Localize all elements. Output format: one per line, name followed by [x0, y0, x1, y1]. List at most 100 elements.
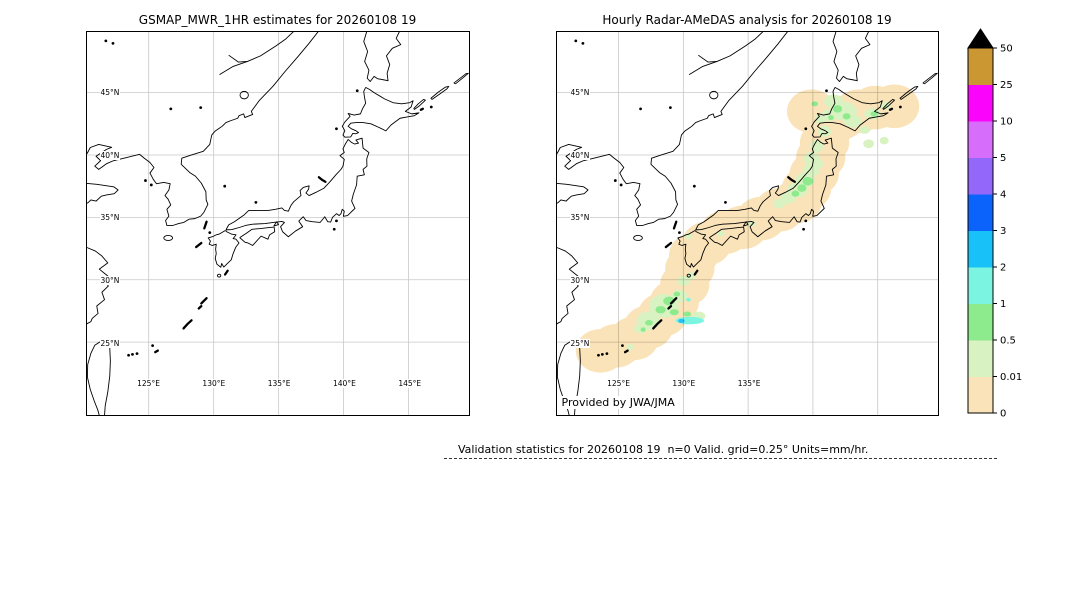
colorbar-segment	[968, 303, 993, 341]
coastline-amur_branch	[227, 54, 247, 63]
colorbar-canvas: 0 0.01 0.5 1 2 3 4 5 10 25 50	[967, 28, 1022, 420]
coastline-urup	[453, 72, 469, 85]
island-or-lake-outline	[632, 235, 643, 241]
island-dot	[803, 219, 807, 223]
precip-area-level_0p5_to_1	[654, 305, 666, 314]
island-dot	[168, 107, 172, 111]
precip-area-level_0p01_to_0p5	[812, 158, 823, 169]
coastline-iturup	[899, 85, 918, 100]
colorbar-segment	[968, 376, 993, 414]
coastline-awaji	[272, 221, 279, 227]
precip-area-level_0p01_to_0p5	[817, 125, 831, 137]
colorbar-tick-label: 0	[1000, 409, 1006, 420]
island-dot	[692, 184, 696, 188]
lat-tick-label: 30°N	[569, 276, 591, 286]
lon-tick-label: 130°E	[201, 379, 227, 388]
radar-amedas-map-panel: 45°N 40°N 35°N 30°N 25°N 125°E 130°E 135°E Provi…	[555, 31, 939, 416]
coastline-kyushu	[676, 230, 709, 268]
graticule-gridlines	[86, 32, 469, 415]
coastline-continent_korea	[556, 32, 788, 226]
island-dash	[223, 269, 229, 276]
island-dot	[429, 105, 433, 109]
precip-area-level_0p5_to_1	[640, 327, 646, 332]
island-dot	[334, 219, 338, 223]
colorbar-segment	[968, 157, 993, 195]
precip-area-level_0p5_to_1	[802, 176, 813, 186]
island-dot	[803, 127, 807, 131]
coastline-kunashir	[881, 99, 895, 110]
lon-tick-label: 135°E	[266, 379, 292, 388]
precip-area-level_0p5_to_1	[842, 113, 850, 120]
island-dash	[664, 241, 672, 249]
island-dot	[600, 352, 604, 356]
lat-tick-label: 45°N	[569, 87, 591, 97]
island-dot	[254, 201, 257, 204]
colorbar-tick-label: 50	[1000, 44, 1013, 55]
colorbar-tick-label: 5	[1000, 153, 1006, 164]
island-dot	[723, 201, 727, 204]
precip-area-level_0p5_to_1	[870, 111, 877, 117]
island-dash	[181, 319, 193, 330]
lat-tick-label: 40°N	[569, 150, 591, 160]
island-or-lake-outline	[216, 273, 221, 278]
coastline-urup	[922, 72, 938, 85]
lon-tick-label: 125°E	[606, 379, 631, 388]
coastline-hokkaido	[341, 87, 419, 138]
coastline-shikoku	[238, 226, 275, 246]
coastline-taiwan	[556, 339, 581, 415]
lat-tick-label: 35°N	[99, 213, 121, 223]
precip-area-level_0p01_to_0p5	[772, 198, 785, 209]
colorbar-tick-label: 0.01	[1000, 372, 1022, 383]
dashed-separator-line	[444, 458, 997, 459]
precip-area-level_0p01_to_0p5	[814, 113, 827, 124]
island-or-lake-outline	[708, 90, 718, 100]
island-or-lake-outline	[239, 90, 249, 100]
colorbar-segment	[968, 340, 993, 377]
coastline-honshu	[225, 137, 369, 238]
colorbar-tick-label: 0.5	[1000, 336, 1016, 347]
coastline-amur_river	[218, 32, 294, 75]
precip-area-level_0p5_to_1	[673, 291, 680, 297]
island-dot	[355, 89, 359, 93]
colorbar-tick-label: 1	[1000, 299, 1006, 310]
small-islands-layer	[573, 39, 902, 357]
right-panel-title: Hourly Radar-AMeDAS analysis for 2026010…	[602, 13, 892, 27]
island-or-lake-outline	[686, 273, 691, 278]
island-dash	[693, 269, 698, 276]
island-dash	[202, 220, 208, 230]
colorbar-segment	[968, 230, 993, 268]
island-dot	[135, 352, 138, 355]
island-dash	[651, 319, 662, 330]
gsmap-map-panel: 45°N 40°N 35°N 30°N 25°N 125°E 130°E 135°E 140°E…	[85, 31, 470, 416]
island-or-lake-outline	[162, 235, 173, 241]
precip-area-level_0p5_to_1	[827, 115, 834, 121]
coastline-iturup	[429, 85, 449, 100]
validation-statistics-text: Validation statistics for 20260108 19 n=…	[458, 443, 869, 456]
lat-tick-label: 45°N	[99, 87, 121, 97]
graticule-gridlines	[556, 32, 938, 415]
lon-tick-label: 130°E	[671, 379, 697, 388]
map-canvas	[86, 32, 469, 415]
island-dot	[222, 184, 226, 188]
lat-tick-label: 25°N	[569, 338, 591, 348]
precip-area-level_1_to_2	[685, 297, 691, 302]
map-canvas	[556, 32, 938, 415]
island-dot	[581, 41, 584, 45]
island-dot	[103, 39, 107, 43]
precip-area-level_0p5_to_1	[669, 309, 679, 316]
island-dash	[786, 176, 796, 183]
left-panel-title: GSMAP_MWR_1HR estimates for 20260108 19	[138, 13, 417, 27]
lon-tick-label: 140°E	[332, 379, 357, 388]
coastline-amur_river	[688, 32, 763, 75]
coastline-kunashir	[412, 99, 426, 110]
colorbar-over-arrow	[967, 28, 994, 49]
island-dash	[623, 349, 629, 354]
precip-area-level_0p5_to_1	[796, 184, 806, 192]
island-dot	[668, 106, 672, 109]
coastline-kyushu	[207, 230, 239, 268]
lat-tick-label: 25°N	[99, 338, 121, 348]
precipitation-colorbar: 0 0.01 0.5 1 2 3 4 5 10 25 50	[967, 28, 1039, 427]
precip-area-level_0p01_to_0p5	[625, 343, 634, 351]
lat-tick-label: 35°N	[569, 213, 591, 223]
colorbar-segment	[968, 84, 993, 122]
